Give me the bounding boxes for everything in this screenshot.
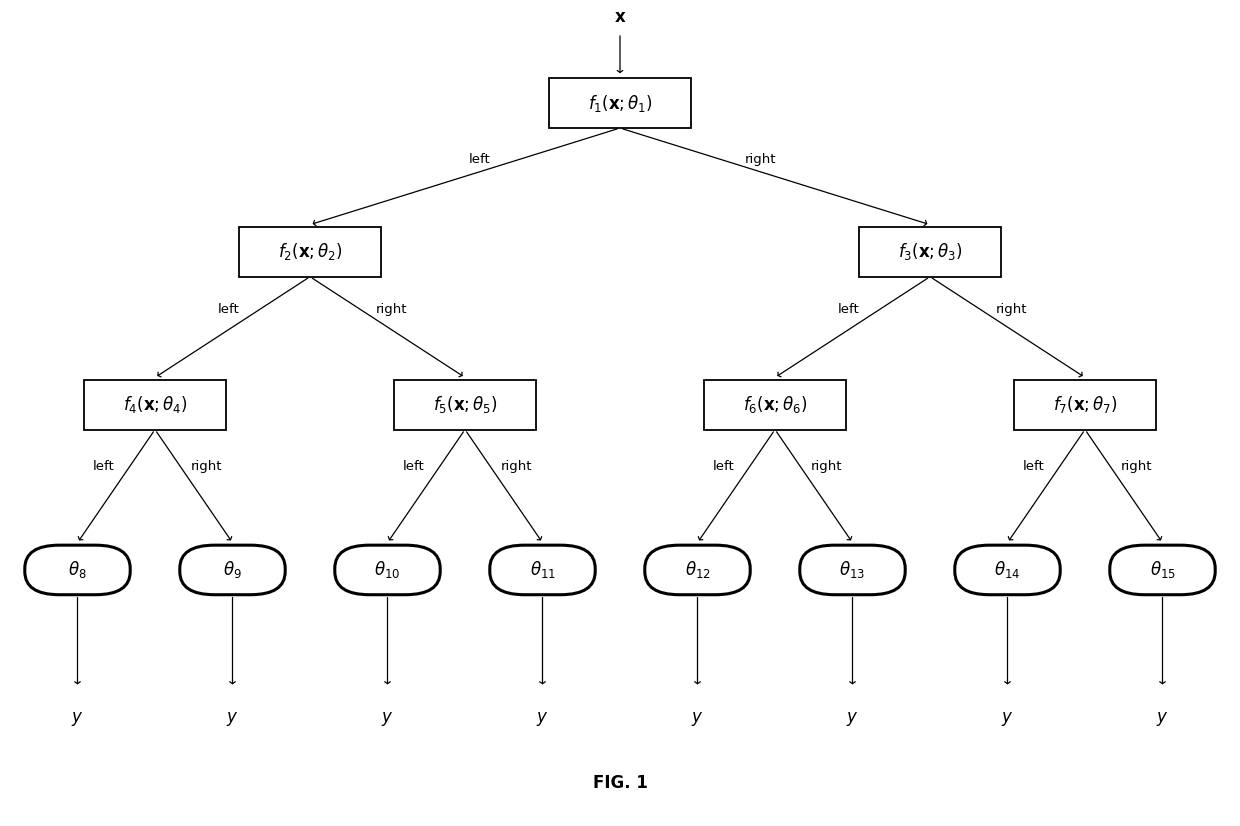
Text: $y$: $y$ xyxy=(1156,710,1169,728)
FancyBboxPatch shape xyxy=(180,545,285,595)
Text: $y$: $y$ xyxy=(846,710,859,728)
FancyBboxPatch shape xyxy=(84,380,226,430)
Text: $f_5(\mathbf{x};\theta_5)$: $f_5(\mathbf{x};\theta_5)$ xyxy=(433,394,497,415)
Text: FIG. 1: FIG. 1 xyxy=(593,774,647,792)
Text: right: right xyxy=(501,460,532,473)
FancyBboxPatch shape xyxy=(25,545,130,595)
FancyBboxPatch shape xyxy=(955,545,1060,595)
Text: $\theta_9$: $\theta_9$ xyxy=(223,559,242,581)
Text: left: left xyxy=(838,303,859,316)
Text: left: left xyxy=(92,460,114,473)
Text: left: left xyxy=(1022,460,1044,473)
Text: left: left xyxy=(402,460,424,473)
Text: $\theta_{10}$: $\theta_{10}$ xyxy=(374,559,401,581)
FancyBboxPatch shape xyxy=(800,545,905,595)
Text: $f_4(\mathbf{x};\theta_4)$: $f_4(\mathbf{x};\theta_4)$ xyxy=(123,394,187,415)
FancyBboxPatch shape xyxy=(335,545,440,595)
Text: right: right xyxy=(191,460,222,473)
Text: $f_3(\mathbf{x};\theta_3)$: $f_3(\mathbf{x};\theta_3)$ xyxy=(898,241,962,263)
Text: $y$: $y$ xyxy=(381,710,394,728)
Text: $\mathbf{x}$: $\mathbf{x}$ xyxy=(614,8,626,26)
Text: right: right xyxy=(996,303,1027,316)
Text: $y$: $y$ xyxy=(691,710,704,728)
Text: $\theta_{11}$: $\theta_{11}$ xyxy=(529,559,556,581)
Text: $y$: $y$ xyxy=(1001,710,1014,728)
Text: right: right xyxy=(1121,460,1152,473)
Text: $\theta_{12}$: $\theta_{12}$ xyxy=(684,559,711,581)
Text: $f_1(\mathbf{x};\theta_1)$: $f_1(\mathbf{x};\theta_1)$ xyxy=(588,93,652,114)
Text: $f_7(\mathbf{x};\theta_7)$: $f_7(\mathbf{x};\theta_7)$ xyxy=(1053,394,1117,415)
Text: right: right xyxy=(811,460,842,473)
Text: $y$: $y$ xyxy=(536,710,549,728)
Text: $y$: $y$ xyxy=(226,710,239,728)
Text: $f_2(\mathbf{x};\theta_2)$: $f_2(\mathbf{x};\theta_2)$ xyxy=(278,241,342,263)
Text: $\theta_{13}$: $\theta_{13}$ xyxy=(839,559,866,581)
Text: left: left xyxy=(712,460,734,473)
FancyBboxPatch shape xyxy=(858,227,1002,277)
FancyBboxPatch shape xyxy=(238,227,382,277)
FancyBboxPatch shape xyxy=(549,78,692,128)
Text: left: left xyxy=(218,303,239,316)
Text: left: left xyxy=(469,153,491,165)
FancyBboxPatch shape xyxy=(1014,380,1156,430)
Text: $\theta_{14}$: $\theta_{14}$ xyxy=(994,559,1021,581)
FancyBboxPatch shape xyxy=(645,545,750,595)
Text: $\theta_{15}$: $\theta_{15}$ xyxy=(1149,559,1176,581)
Text: right: right xyxy=(376,303,407,316)
FancyBboxPatch shape xyxy=(394,380,536,430)
FancyBboxPatch shape xyxy=(1110,545,1215,595)
Text: $y$: $y$ xyxy=(71,710,84,728)
FancyBboxPatch shape xyxy=(490,545,595,595)
Text: $\theta_8$: $\theta_8$ xyxy=(68,559,87,581)
Text: $f_6(\mathbf{x};\theta_6)$: $f_6(\mathbf{x};\theta_6)$ xyxy=(743,394,807,415)
FancyBboxPatch shape xyxy=(704,380,846,430)
Text: right: right xyxy=(744,153,776,165)
